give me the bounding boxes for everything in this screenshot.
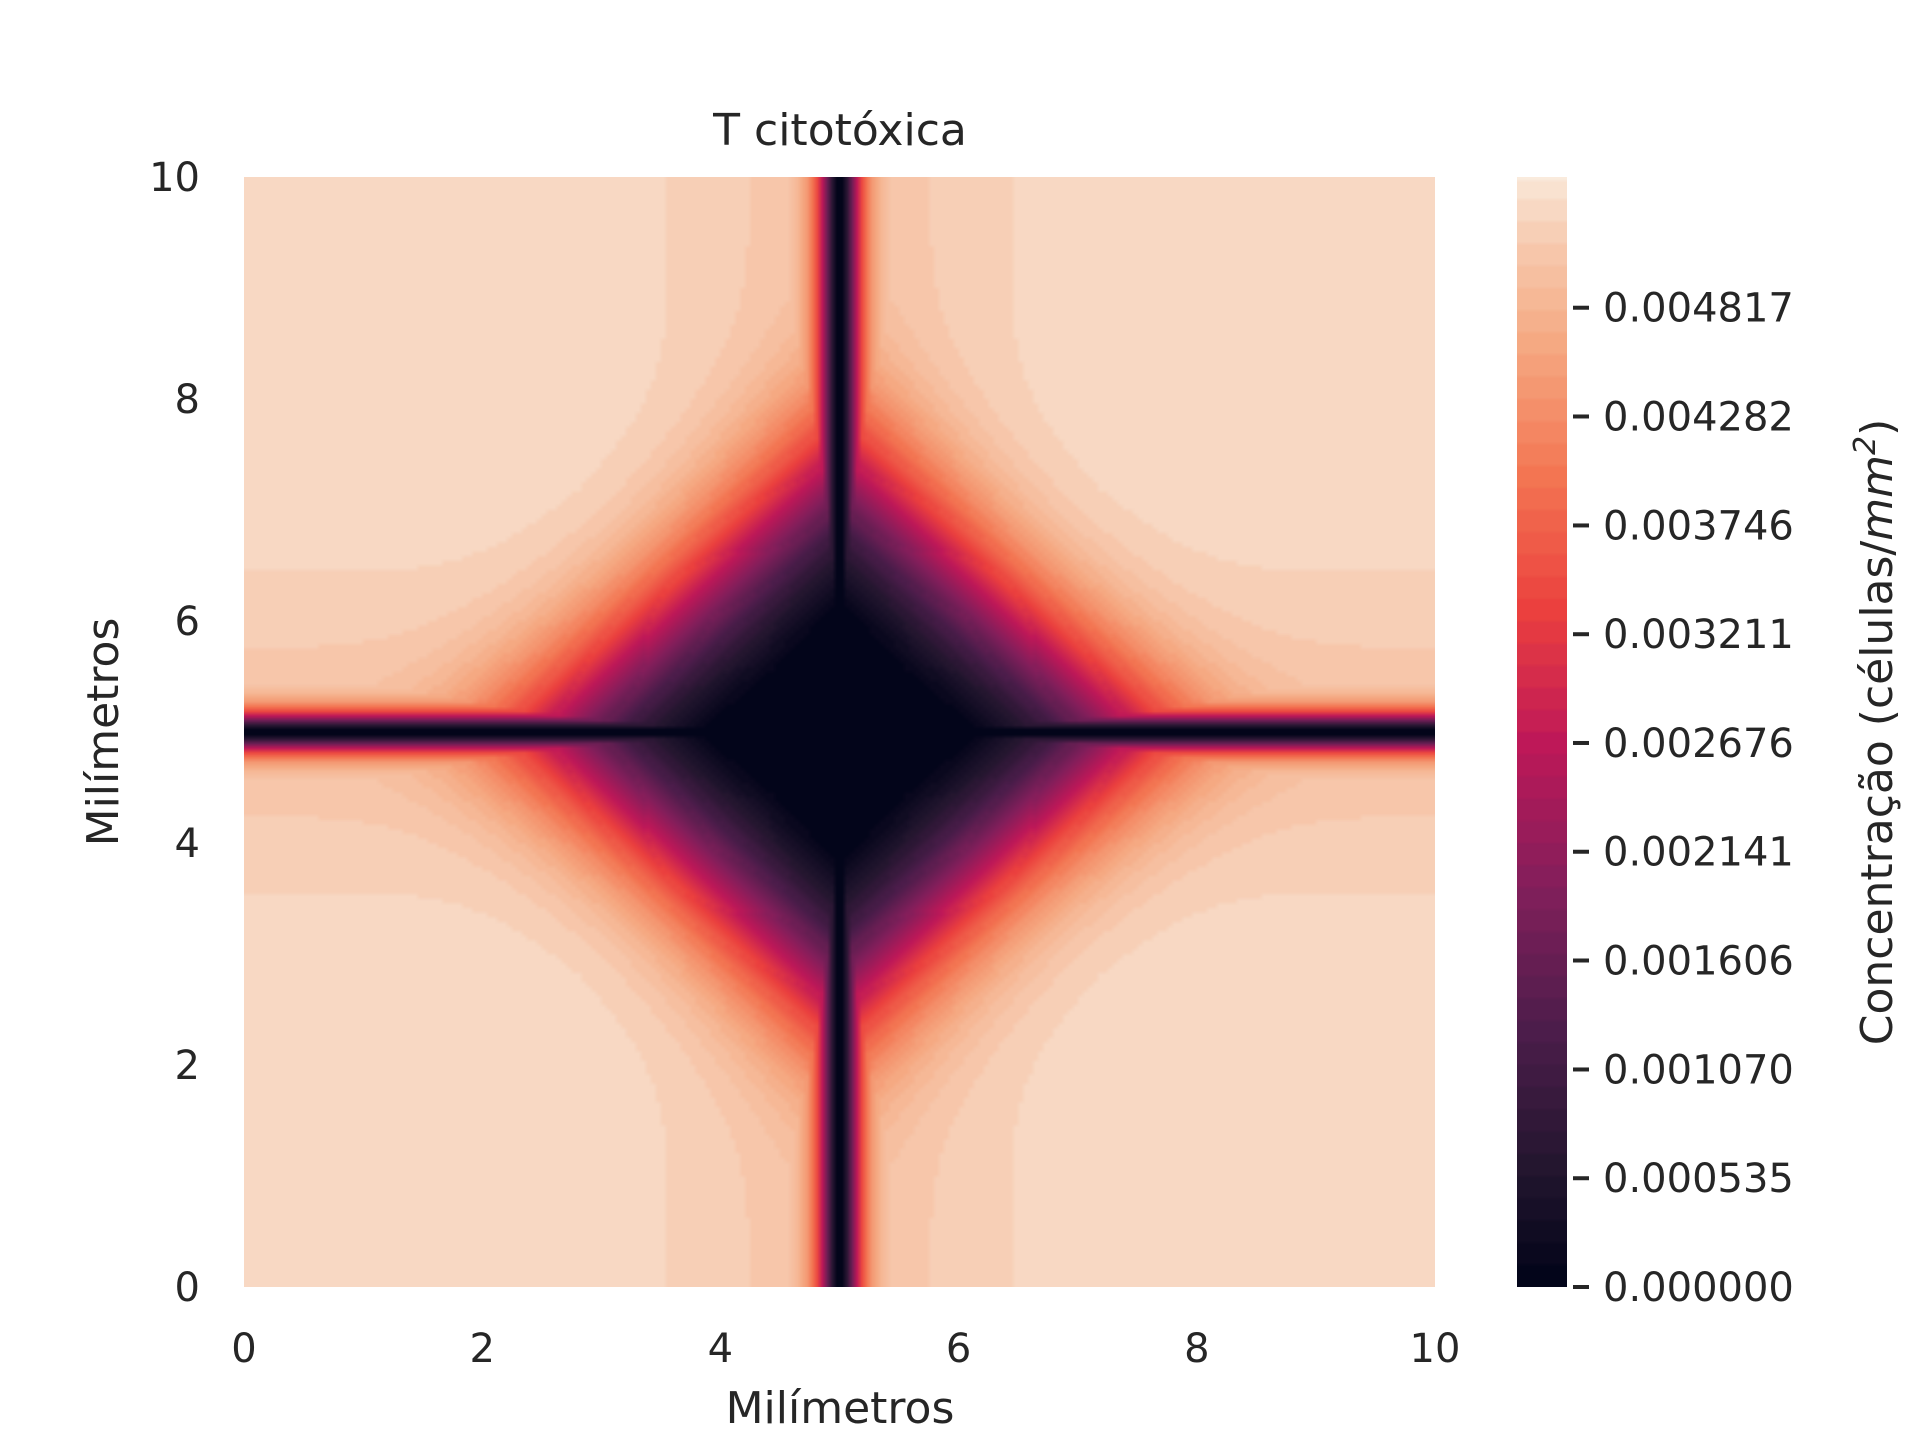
colorbar-gradient (1517, 177, 1567, 1287)
x-tick-label: 4 (708, 1326, 733, 1372)
colorbar-tick-label: 0.003211 (1603, 612, 1794, 658)
colorbar-label-exponent: 2 (1848, 436, 1883, 455)
y-axis-label: Milímetros (78, 618, 129, 847)
x-tick-label: 2 (469, 1326, 494, 1372)
y-tick-label: 4 (175, 821, 200, 867)
colorbar-label-suffix: ) (1852, 419, 1903, 436)
colorbar-tick-label: 0.002141 (1603, 830, 1794, 876)
x-tick-label: 8 (1184, 1326, 1209, 1372)
colorbar-label-prefix: Concentração (células/ (1852, 541, 1903, 1046)
y-tick-label: 8 (175, 377, 200, 423)
colorbar-tick-label: 0.001070 (1603, 1047, 1794, 1093)
x-axis-ticks: 0 2 4 6 8 10 (231, 1326, 1460, 1372)
x-axis-label: Milímetros (726, 1383, 955, 1434)
heatmap-image (244, 177, 1435, 1287)
colorbar-tick-label: 0.002676 (1603, 721, 1794, 767)
y-tick-label: 10 (149, 155, 200, 201)
chart-title: T citotóxica (712, 105, 967, 156)
colorbar-tick-label: 0.001606 (1603, 939, 1794, 985)
colorbar-label-unit: mm (1852, 455, 1903, 541)
colorbar-tick-label: 0.004282 (1603, 394, 1794, 440)
y-tick-label: 0 (175, 1265, 200, 1311)
colorbar-tick-label: 0.000535 (1603, 1156, 1794, 1202)
x-tick-label: 0 (231, 1326, 256, 1372)
heatmap-area (244, 177, 1435, 1287)
colorbar-ticks: 0.000000 0.000535 0.001070 0.001606 0.002141… (1573, 286, 1794, 1311)
y-axis-ticks: 0 2 4 6 8 10 (149, 155, 200, 1311)
colorbar-label: Concentração (células/mm2) (1848, 419, 1904, 1046)
y-tick-label: 6 (175, 599, 200, 645)
x-tick-label: 10 (1410, 1326, 1461, 1372)
colorbar-tick-label: 0.003746 (1603, 503, 1794, 549)
x-tick-label: 6 (946, 1326, 971, 1372)
y-tick-label: 2 (175, 1043, 200, 1089)
colorbar: 0.000000 0.000535 0.001070 0.001606 0.002141… (1517, 177, 1903, 1311)
colorbar-tick-label: 0.000000 (1603, 1265, 1794, 1311)
colorbar-tick-label: 0.004817 (1603, 286, 1794, 332)
